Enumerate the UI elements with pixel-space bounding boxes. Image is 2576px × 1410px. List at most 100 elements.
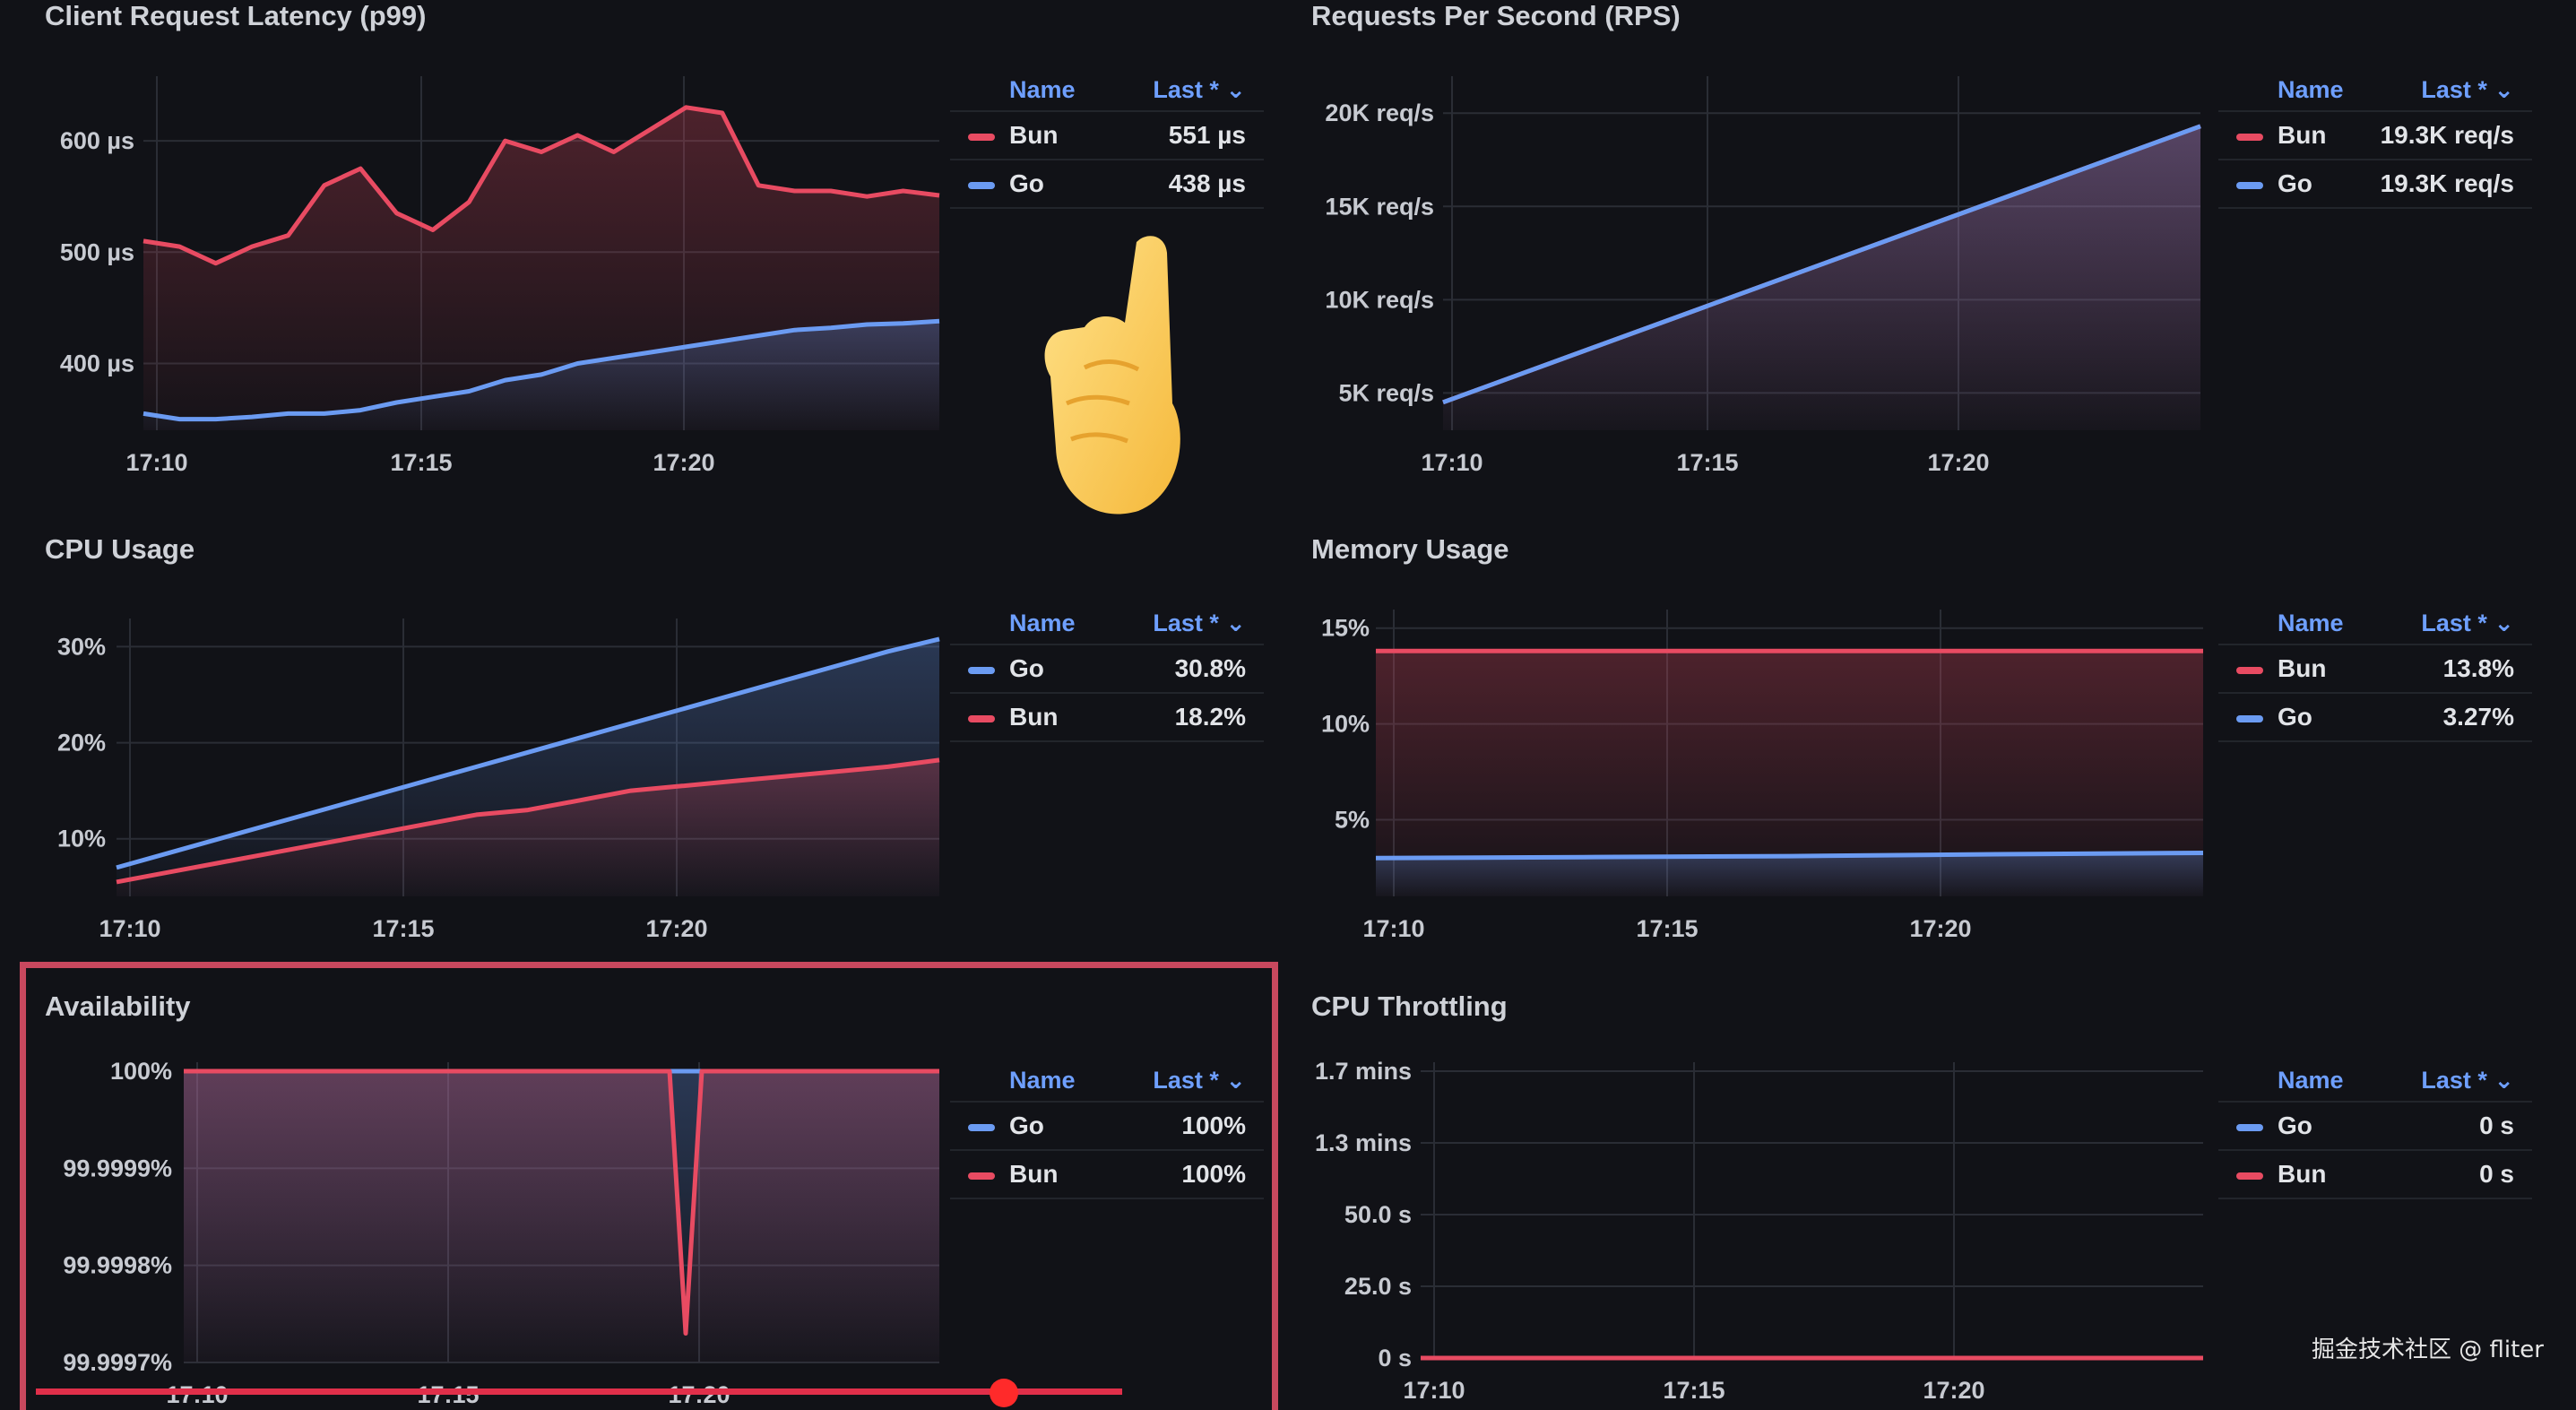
series-area-bun xyxy=(1376,651,2203,896)
y-tick-label: 10% xyxy=(57,826,106,852)
y-tick-label: 20K req/s xyxy=(1325,99,1434,126)
x-tick-label: 17:15 xyxy=(372,915,434,942)
y-tick-label: 10K req/s xyxy=(1325,286,1434,313)
legend-header-last[interactable]: Last * ⌄ xyxy=(2421,610,2514,636)
legend-header-last[interactable]: Last * ⌄ xyxy=(2421,1067,2514,1094)
legend-row-bun[interactable]: Bun 19.3K req/s xyxy=(2218,112,2532,160)
y-tick-label: 15% xyxy=(1321,615,1370,642)
legend-header[interactable]: Name Last * ⌄ xyxy=(2218,1058,2532,1103)
legend-last-value: 30.8% xyxy=(1174,654,1246,682)
legend-last-value: 3.27% xyxy=(2442,703,2514,731)
legend-last-value: 438 µs xyxy=(1168,169,1246,197)
x-tick-label: 17:15 xyxy=(1676,449,1738,476)
legend-last-value: 18.2% xyxy=(1174,703,1246,731)
legend: Name Last * ⌄ Go 30.8% Bun 18.2% xyxy=(950,601,1264,753)
series-area-go xyxy=(1443,125,2200,431)
legend-header-last[interactable]: Last * ⌄ xyxy=(1153,610,1246,636)
legend-row-bun[interactable]: Bun 100% xyxy=(950,1151,1264,1199)
y-tick-label: 5K req/s xyxy=(1338,379,1434,406)
legend-row-bun[interactable]: Bun 13.8% xyxy=(2218,645,2532,694)
legend-swatch xyxy=(2236,134,2263,141)
pointing-up-hand-icon xyxy=(1044,236,1180,515)
legend-header[interactable]: Name Last * ⌄ xyxy=(950,1058,1264,1103)
panel-title: Availability xyxy=(45,990,191,1022)
x-tick-label: 17:15 xyxy=(1636,915,1698,942)
legend-header-name[interactable]: Name xyxy=(2278,610,2344,636)
legend: Name Last * ⌄ Go 100% Bun 100% xyxy=(950,1058,1264,1210)
y-tick-label: 99.9999% xyxy=(63,1155,172,1181)
x-tick-label: 17:20 xyxy=(1909,915,1971,942)
legend-header[interactable]: Name Last * ⌄ xyxy=(2218,67,2532,112)
legend-series-name: Go xyxy=(1009,1112,1044,1139)
legend-row-bun[interactable]: Bun 18.2% xyxy=(950,694,1264,742)
watermark: 掘金技术社区 @ fliter xyxy=(2311,1336,2544,1363)
legend-row-go[interactable]: Go 438 µs xyxy=(950,160,1264,209)
legend-swatch xyxy=(2236,1124,2263,1131)
series-line-go xyxy=(143,318,940,422)
y-tick-label: 10% xyxy=(1321,711,1370,738)
x-tick-label: 17:15 xyxy=(1663,1377,1725,1404)
y-tick-label: 500 µs xyxy=(60,238,134,265)
panel-title: Client Request Latency (p99) xyxy=(45,0,427,31)
legend-header-name[interactable]: Name xyxy=(2278,76,2344,103)
legend-last-value: 100% xyxy=(1181,1112,1246,1139)
legend-swatch xyxy=(2236,715,2263,722)
legend-header-name[interactable]: Name xyxy=(1009,1067,1076,1094)
legend-swatch xyxy=(968,667,995,674)
legend-header-name[interactable]: Name xyxy=(1009,76,1076,103)
x-tick-label: 17:10 xyxy=(1403,1377,1465,1404)
legend-header-last[interactable]: Last * ⌄ xyxy=(1153,76,1246,103)
availability-highlight-frame xyxy=(20,962,1278,1410)
legend-row-go[interactable]: Go 30.8% xyxy=(950,645,1264,694)
legend-header[interactable]: Name Last * ⌄ xyxy=(950,67,1264,112)
x-tick-label: 17:20 xyxy=(653,449,714,476)
video-progress-handle[interactable] xyxy=(990,1379,1018,1407)
y-tick-label: 20% xyxy=(57,730,106,757)
video-progress-bar[interactable] xyxy=(36,1388,1122,1395)
legend-series-name: Bun xyxy=(2278,654,2327,682)
panel-title: CPU Usage xyxy=(45,533,195,565)
legend-row-bun[interactable]: Bun 0 s xyxy=(2218,1151,2532,1199)
legend-header-last[interactable]: Last * ⌄ xyxy=(2421,76,2514,103)
legend-row-go[interactable]: Go 19.3K req/s xyxy=(2218,160,2532,209)
legend-row-go[interactable]: Go 0 s xyxy=(2218,1103,2532,1151)
y-tick-label: 30% xyxy=(57,633,106,660)
series-area-go xyxy=(1376,852,2203,896)
x-tick-label: 17:10 xyxy=(1421,449,1482,476)
legend-last-value: 19.3K req/s xyxy=(2380,121,2514,149)
legend-series-name: Bun xyxy=(1009,121,1059,149)
legend-header[interactable]: Name Last * ⌄ xyxy=(2218,601,2532,645)
legend-row-bun[interactable]: Bun 551 µs xyxy=(950,112,1264,160)
legend-series-name: Go xyxy=(1009,169,1044,197)
legend-row-go[interactable]: Go 100% xyxy=(950,1103,1264,1151)
y-tick-label: 1.3 mins xyxy=(1315,1129,1412,1156)
x-tick-label: 17:20 xyxy=(645,915,707,942)
y-tick-label: 15K req/s xyxy=(1325,193,1434,220)
legend-header-name[interactable]: Name xyxy=(2278,1067,2344,1094)
panel-title: Memory Usage xyxy=(1311,533,1509,565)
legend-row-go[interactable]: Go 3.27% xyxy=(2218,694,2532,742)
legend-last-value: 0 s xyxy=(2479,1112,2514,1139)
legend-series-name: Go xyxy=(2278,1112,2312,1139)
legend-series-name: Go xyxy=(2278,703,2312,731)
legend-last-value: 0 s xyxy=(2479,1160,2514,1188)
series-area-bun xyxy=(117,759,939,896)
y-tick-label: 1.7 mins xyxy=(1315,1058,1412,1085)
legend: Name Last * ⌄ Bun 13.8% Go 3.27% xyxy=(2218,601,2532,753)
legend-series-name: Go xyxy=(2278,169,2312,197)
series-line-go xyxy=(1375,851,2204,861)
series-line-bun xyxy=(184,1068,939,1336)
panel-memory: Memory Usage xyxy=(1266,533,2576,955)
x-tick-label: 17:15 xyxy=(390,449,452,476)
y-tick-label: 400 µs xyxy=(60,350,134,376)
series-line-go xyxy=(1442,124,2201,405)
legend-header-last[interactable]: Last * ⌄ xyxy=(1153,1067,1246,1094)
x-tick-label: 17:10 xyxy=(125,449,187,476)
legend-header-name[interactable]: Name xyxy=(1009,610,1076,636)
legend-series-name: Bun xyxy=(1009,703,1059,731)
legend-last-value: 19.3K req/s xyxy=(2380,169,2514,197)
legend-last-value: 551 µs xyxy=(1168,121,1246,149)
legend-header[interactable]: Name Last * ⌄ xyxy=(950,601,1264,645)
x-tick-label: 17:20 xyxy=(1927,449,1989,476)
